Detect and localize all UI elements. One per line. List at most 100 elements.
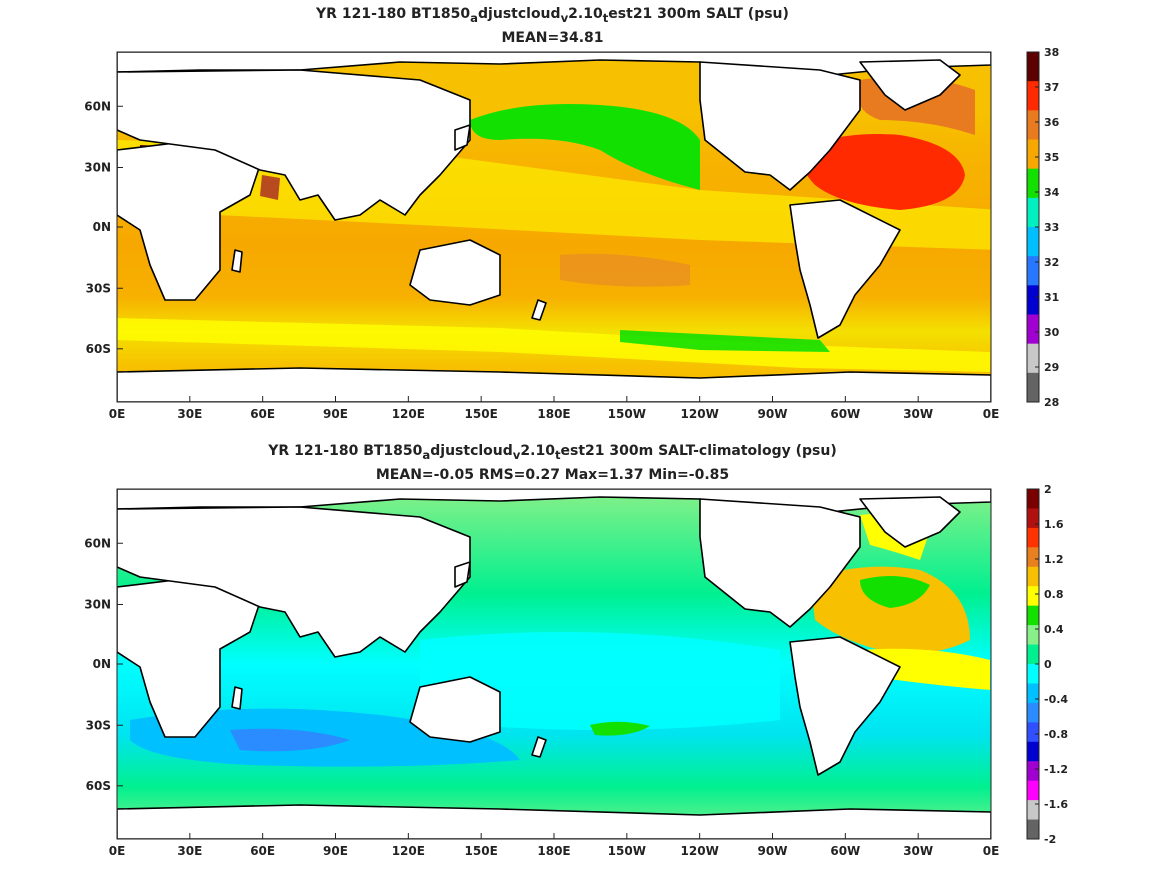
- colorbar-tick-label: 36: [1044, 116, 1060, 129]
- colorbar-tick-label: 0.4: [1044, 623, 1064, 636]
- colorbar-tick-label: 1.6: [1044, 518, 1064, 531]
- southern-indian-blue: [230, 728, 350, 752]
- bottom-chart-subtitle: MEAN=-0.05 RMS=0.27 Max=1.37 Min=-0.85: [375, 467, 730, 483]
- land-greenland: [859, 59, 961, 111]
- colorbar-segment: [1027, 81, 1039, 111]
- colorbar-segment: [1027, 702, 1039, 723]
- colorbar-segment: [1027, 586, 1039, 607]
- x-tick-label: 150W: [608, 407, 646, 421]
- y-tick-label: 60N: [84, 536, 111, 550]
- x-tick-label: 180E: [537, 407, 570, 421]
- southern-ocean-band: [117, 318, 990, 372]
- colorbar-tick-label: 34: [1044, 186, 1060, 199]
- drake-passage-green: [620, 330, 830, 352]
- x-tick-label: 30E: [177, 407, 202, 421]
- colorbar-segment: [1027, 343, 1039, 374]
- colorbar-tick-label: 1.2: [1044, 553, 1064, 566]
- land-antarctica: [117, 367, 991, 402]
- colorbar-tick-label: 31: [1044, 291, 1059, 304]
- land-eurasia: [117, 506, 471, 658]
- colorbar-segment: [1027, 722, 1039, 743]
- land-south-america: [789, 636, 901, 776]
- colorbar-segment: [1027, 625, 1039, 646]
- colorbar-segment: [1027, 780, 1039, 801]
- y-tick-label: 60N: [84, 99, 111, 113]
- colorbar-tick-label: 32: [1044, 256, 1059, 269]
- y-tick-label: 60S: [86, 779, 111, 793]
- colorbar-segment: [1027, 372, 1039, 403]
- colorbar-tick-label: -0.4: [1044, 693, 1068, 706]
- x-tick-label: 60E: [250, 844, 275, 858]
- x-tick-label: 90E: [323, 407, 348, 421]
- equatorial-atlantic-yellow: [860, 648, 990, 690]
- y-tick-label: 30N: [84, 161, 111, 175]
- south-pacific-green-patch: [590, 721, 650, 736]
- colorbar-tick-label: 2: [1044, 483, 1052, 496]
- y-tick-label: 0N: [93, 657, 111, 671]
- colorbar-tick-label: 0.8: [1044, 588, 1064, 601]
- colorbar-segment: [1027, 547, 1039, 568]
- colorbar-segment: [1027, 110, 1039, 140]
- colorbar-segment: [1027, 197, 1039, 228]
- y-tick-label: 0N: [93, 220, 111, 234]
- colorbar-segment: [1027, 800, 1039, 821]
- land-madagascar: [231, 249, 243, 273]
- colorbar-tick-label: 33: [1044, 221, 1059, 234]
- x-tick-label: 120W: [681, 407, 719, 421]
- colorbar-segment: [1027, 819, 1039, 840]
- land-madagascar: [231, 686, 243, 710]
- x-tick-label: 0E: [983, 844, 1000, 858]
- x-tick-label: 30W: [903, 407, 933, 421]
- colorbar-segment: [1027, 605, 1039, 626]
- x-tick-label: 150W: [608, 844, 646, 858]
- x-tick-label: 0E: [983, 407, 1000, 421]
- south-pacific-orange: [560, 253, 690, 287]
- top-chart-title: YR 121-180 BT1850adjustcloudv2.10test21 …: [316, 6, 789, 25]
- north-pacific-low-salinity: [470, 104, 700, 190]
- land-north-america: [699, 61, 861, 191]
- land-new-zealand: [531, 736, 547, 758]
- land-greenland: [859, 496, 961, 548]
- x-tick-label: 60E: [250, 407, 275, 421]
- colorbar-tick-label: -0.8: [1044, 728, 1068, 741]
- colorbar-segment: [1027, 527, 1039, 548]
- colorbar-segment: [1027, 741, 1039, 762]
- x-tick-label: 90E: [323, 844, 348, 858]
- land-antarctica: [117, 804, 991, 839]
- north-atlantic-high-salinity: [800, 134, 965, 210]
- y-tick-label: 30S: [86, 281, 111, 295]
- x-tick-label: 30E: [177, 844, 202, 858]
- colorbar-tick-label: 0: [1044, 658, 1052, 671]
- x-tick-label: 180E: [537, 844, 570, 858]
- colorbar-segment: [1027, 285, 1039, 315]
- x-tick-label: 30W: [903, 844, 933, 858]
- colorbar-tick-label: 28: [1044, 396, 1059, 409]
- colorbar-tick-label: 30: [1044, 326, 1060, 339]
- colorbar-tick-label: 29: [1044, 361, 1059, 374]
- x-tick-label: 60W: [830, 407, 860, 421]
- land-australia: [409, 239, 501, 306]
- colorbar-tick-label: 37: [1044, 81, 1059, 94]
- top-chart-subtitle: MEAN=34.81: [501, 30, 604, 46]
- y-tick-label: 60S: [86, 342, 111, 356]
- colorbar-tick-label: -1.2: [1044, 763, 1068, 776]
- y-tick-label: 30N: [84, 598, 111, 612]
- x-tick-label: 0E: [109, 844, 126, 858]
- x-tick-label: 0E: [109, 407, 126, 421]
- x-tick-label: 120E: [392, 407, 425, 421]
- colorbar-segment: [1027, 508, 1039, 529]
- bottom-chart-title: YR 121-180 BT1850adjustcloudv2.10test21 …: [268, 443, 837, 462]
- colorbar-tick-label: -1.6: [1044, 798, 1068, 811]
- y-tick-label: 30S: [86, 718, 111, 732]
- x-tick-label: 120E: [392, 844, 425, 858]
- colorbar-segment: [1027, 227, 1039, 257]
- north-atlantic-positive-anomaly: [810, 566, 970, 654]
- red-sea-orange: [260, 175, 280, 200]
- colorbar-segment: [1027, 139, 1039, 170]
- north-atlantic-green-anomaly: [860, 576, 930, 608]
- colorbar-segment: [1027, 314, 1039, 345]
- land-australia: [409, 676, 501, 743]
- land-new-zealand: [531, 299, 547, 321]
- tropical-pacific-cyan: [420, 632, 780, 730]
